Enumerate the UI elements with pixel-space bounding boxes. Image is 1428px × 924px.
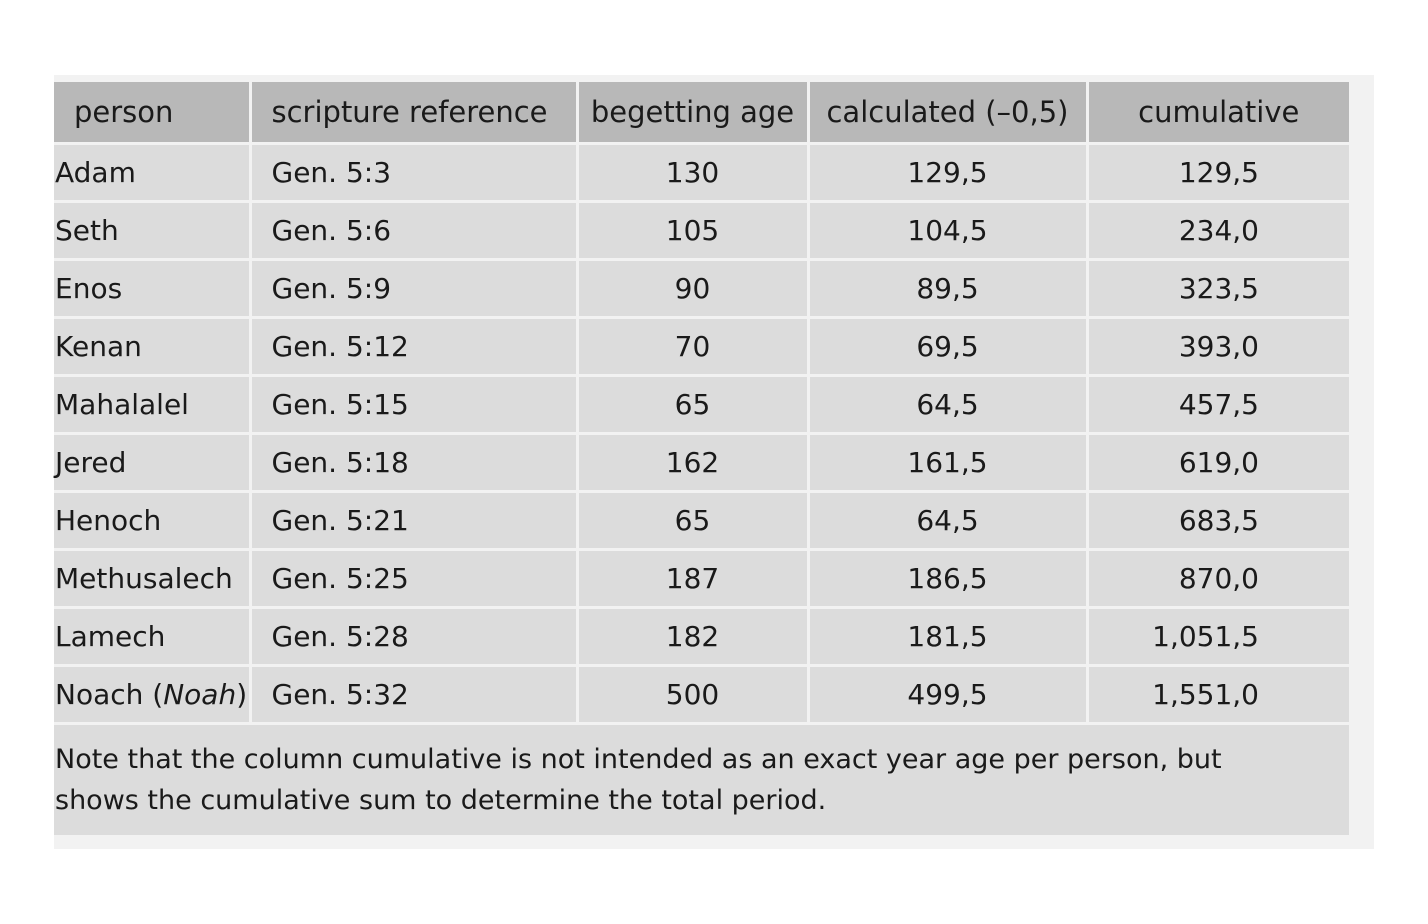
cell-calculated: 69,5 — [808, 317, 1089, 377]
cell-person: Kenan — [54, 317, 252, 377]
cell-begetting-age: 130 — [577, 143, 810, 203]
cell-calculated: 64,5 — [808, 491, 1089, 551]
cell-cumulative: 870,0 — [1087, 549, 1349, 609]
table-row: Seth Gen. 5:6 105 104,5 234,0 — [54, 201, 1349, 261]
header-scripture-reference: scripture reference — [250, 82, 579, 145]
cell-person: Noach (Noah) — [54, 665, 252, 725]
cell-cumulative: 323,5 — [1087, 259, 1349, 319]
cell-scripture-reference: Gen. 5:32 — [250, 665, 579, 725]
cell-scripture-reference: Gen. 5:21 — [250, 491, 579, 551]
table-note: Note that the column cumulative is not i… — [54, 725, 1349, 835]
table-row: Adam Gen. 5:3 130 129,5 129,5 — [54, 143, 1349, 203]
person-name: Noach — [55, 678, 144, 711]
cell-calculated: 186,5 — [808, 549, 1089, 609]
table-row: Noach (Noah) Gen. 5:32 500 499,5 1,551,0 — [54, 665, 1349, 725]
table-row: Lamech Gen. 5:28 182 181,5 1,051,5 — [54, 607, 1349, 667]
cell-person: Henoch — [54, 491, 252, 551]
cell-calculated: 499,5 — [808, 665, 1089, 725]
cell-begetting-age: 182 — [577, 607, 810, 667]
cell-cumulative: 129,5 — [1087, 143, 1349, 203]
cell-cumulative: 234,0 — [1087, 201, 1349, 261]
cell-calculated: 64,5 — [808, 375, 1089, 435]
table-row: Jered Gen. 5:18 162 161,5 619,0 — [54, 433, 1349, 493]
person-name: Kenan — [55, 330, 142, 363]
cell-scripture-reference: Gen. 5:18 — [250, 433, 579, 493]
cell-scripture-reference: Gen. 5:25 — [250, 549, 579, 609]
cell-scripture-reference: Gen. 5:6 — [250, 201, 579, 261]
cell-scripture-reference: Gen. 5:9 — [250, 259, 579, 319]
person-name: Lamech — [55, 620, 166, 653]
person-alt-name: Noah — [163, 678, 237, 711]
header-person: person — [54, 82, 252, 145]
cell-begetting-age: 500 — [577, 665, 810, 725]
cell-person: Enos — [54, 259, 252, 319]
cell-scripture-reference: Gen. 5:28 — [250, 607, 579, 667]
person-name: Adam — [55, 156, 136, 189]
cell-calculated: 104,5 — [808, 201, 1089, 261]
note-line-2: shows the cumulative sum to determine th… — [55, 785, 827, 816]
cell-person: Lamech — [54, 607, 252, 667]
cell-person: Seth — [54, 201, 252, 261]
person-name: Mahalalel — [55, 388, 189, 421]
table-row: Methusalech Gen. 5:25 187 186,5 870,0 — [54, 549, 1349, 609]
genealogy-table: person scripture reference begetting age… — [54, 82, 1349, 725]
cell-person: Adam — [54, 143, 252, 203]
cell-calculated: 129,5 — [808, 143, 1089, 203]
cell-begetting-age: 187 — [577, 549, 810, 609]
cell-begetting-age: 105 — [577, 201, 810, 261]
cell-begetting-age: 65 — [577, 375, 810, 435]
cell-begetting-age: 90 — [577, 259, 810, 319]
cell-person: Methusalech — [54, 549, 252, 609]
person-name: Seth — [55, 214, 119, 247]
cell-cumulative: 619,0 — [1087, 433, 1349, 493]
cell-cumulative: 393,0 — [1087, 317, 1349, 377]
table-row: Henoch Gen. 5:21 65 64,5 683,5 — [54, 491, 1349, 551]
cell-begetting-age: 70 — [577, 317, 810, 377]
header-begetting-age: begetting age — [577, 82, 810, 145]
table-row: Mahalalel Gen. 5:15 65 64,5 457,5 — [54, 375, 1349, 435]
header-calculated: calculated (–0,5) — [808, 82, 1089, 145]
genealogy-table-container: person scripture reference begetting age… — [54, 82, 1349, 835]
cell-begetting-age: 65 — [577, 491, 810, 551]
cell-calculated: 161,5 — [808, 433, 1089, 493]
cell-scripture-reference: Gen. 5:3 — [250, 143, 579, 203]
table-body: Adam Gen. 5:3 130 129,5 129,5 Seth Gen. 5:6 105… — [54, 143, 1349, 725]
cell-scripture-reference: Gen. 5:15 — [250, 375, 579, 435]
note-line-1: Note that the column cumulative is not i… — [55, 744, 1222, 775]
cell-cumulative: 683,5 — [1087, 491, 1349, 551]
header-cumulative: cumulative — [1087, 82, 1349, 145]
cell-cumulative: 1,051,5 — [1087, 607, 1349, 667]
cell-begetting-age: 162 — [577, 433, 810, 493]
cell-scripture-reference: Gen. 5:12 — [250, 317, 579, 377]
table-row: Enos Gen. 5:9 90 89,5 323,5 — [54, 259, 1349, 319]
cell-person: Mahalalel — [54, 375, 252, 435]
person-name: Henoch — [55, 504, 162, 537]
cell-cumulative: 457,5 — [1087, 375, 1349, 435]
table-header-row: person scripture reference begetting age… — [54, 82, 1349, 145]
person-name: Methusalech — [55, 562, 233, 595]
cell-calculated: 181,5 — [808, 607, 1089, 667]
table-row: Kenan Gen. 5:12 70 69,5 393,0 — [54, 317, 1349, 377]
cell-calculated: 89,5 — [808, 259, 1089, 319]
person-name: Jered — [55, 446, 127, 479]
cell-cumulative: 1,551,0 — [1087, 665, 1349, 725]
cell-person: Jered — [54, 433, 252, 493]
person-name: Enos — [55, 272, 123, 305]
